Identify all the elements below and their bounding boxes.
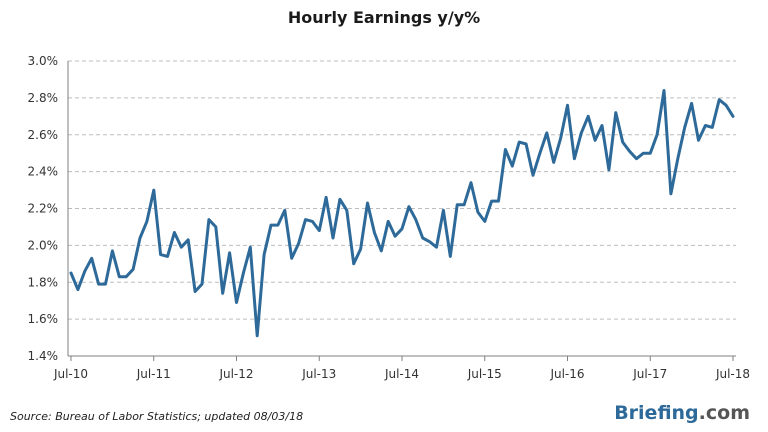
x-tick-label: Jul-18 bbox=[715, 367, 750, 381]
x-tick-label: Jul-11 bbox=[136, 367, 171, 381]
brand-logo-part2: .com bbox=[698, 402, 750, 424]
x-tick-label: Jul-13 bbox=[301, 367, 336, 381]
source-note: Source: Bureau of Labor Statistics; upda… bbox=[10, 410, 304, 423]
data-series bbox=[69, 89, 735, 338]
x-tick-label: Jul-16 bbox=[549, 367, 584, 381]
x-tick-label: Jul-14 bbox=[384, 367, 419, 381]
series-line bbox=[69, 89, 735, 338]
chart-title: Hourly Earnings y/y% bbox=[287, 8, 481, 27]
x-tick-label: Jul-10 bbox=[53, 367, 88, 381]
axes bbox=[67, 61, 736, 361]
y-tick-label: 2.0% bbox=[28, 238, 59, 252]
y-tick-label: 1.4% bbox=[28, 349, 59, 363]
y-tick-label: 2.4% bbox=[28, 165, 59, 179]
x-tick-label: Jul-15 bbox=[467, 367, 502, 381]
y-tick-label: 3.0% bbox=[28, 54, 59, 68]
y-tick-label: 2.8% bbox=[28, 91, 59, 105]
grid-lines bbox=[68, 60, 736, 320]
y-tick-label: 2.2% bbox=[28, 202, 59, 216]
y-tick-label: 1.8% bbox=[28, 275, 59, 289]
x-tick-labels: Jul-10 Jul-11 Jul-12 Jul-13 Jul-14 Jul-15 Jul-… bbox=[53, 367, 750, 381]
x-tick-label: Jul-17 bbox=[632, 367, 667, 381]
x-tick-label: Jul-12 bbox=[218, 367, 253, 381]
brand-logo: Briefing.com bbox=[614, 402, 750, 424]
brand-logo-part1: Briefing bbox=[614, 402, 699, 424]
y-tick-labels: 1.4% 1.6% 1.8% 2.0% 2.2% 2.4% 2.6% 2.8% 3.0% bbox=[28, 54, 59, 363]
y-tick-label: 1.6% bbox=[28, 312, 59, 326]
y-tick-label: 2.6% bbox=[28, 128, 59, 142]
